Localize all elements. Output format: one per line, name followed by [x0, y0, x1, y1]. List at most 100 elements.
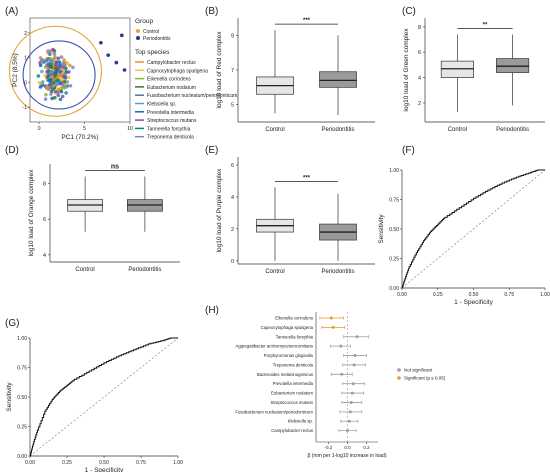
roc-x-tick-label: 0.25: [62, 460, 72, 466]
y-tick-label: 7: [231, 68, 234, 74]
roc-diagonal: [29, 337, 179, 457]
forest-estimate: [352, 363, 356, 367]
significance-label: **: [483, 22, 488, 28]
pca-point: [62, 86, 66, 90]
pca-point: [62, 63, 67, 67]
y-tick-label: 6: [418, 50, 421, 56]
pca-point: [50, 96, 54, 101]
pca-point: [68, 63, 72, 68]
legend-species-name: Fusobacterium nucleatum/periodonticum: [147, 93, 237, 99]
pca-point: [43, 97, 48, 101]
pca-point: [36, 74, 41, 78]
roc-x-axis-label: 1 - Specificity: [454, 299, 493, 306]
forest-row-label: Streptococcus mutans: [270, 400, 313, 405]
roc-x-tick-label: 0.50: [469, 292, 479, 298]
pca-x-tick-label: 5: [83, 126, 86, 132]
pca-point: [44, 58, 49, 63]
pca-point: [56, 87, 61, 92]
y-tick-label: 6: [43, 217, 46, 223]
roc-x-axis-label: 1 - Specificity: [85, 467, 124, 472]
pca-point: [49, 92, 53, 96]
pca-y-tick-label: 1: [24, 56, 27, 62]
pca-point: [47, 69, 51, 73]
roc-y-tick-label: 0.25: [17, 425, 27, 431]
legend-species-name: Eubacterium nodatum: [147, 85, 196, 91]
x-category-label: Periodontitis: [321, 269, 354, 275]
forest-row-label: Bacteroides melaninogenicus: [257, 372, 313, 377]
pca-x-tick-label: 0: [38, 126, 41, 132]
pca-point: [57, 74, 62, 78]
pca-point: [40, 69, 44, 74]
forest-legend-label: Not significant: [404, 368, 433, 373]
pca-point: [44, 92, 48, 97]
pca-point: [64, 91, 68, 95]
roc-y-tick-label: 0.25: [389, 257, 399, 263]
pca-point: [64, 66, 68, 71]
forest-estimate: [349, 400, 353, 404]
pca-point: [49, 65, 54, 70]
pca-point: [48, 78, 53, 83]
pca-point: [71, 65, 75, 70]
legend-species-name: Eikenella corrodens: [147, 77, 191, 83]
x-category-label: Periodontitis: [321, 127, 354, 133]
pca-point: [53, 89, 58, 94]
x-category-label: Periodontitis: [128, 267, 161, 273]
pca-point: [39, 58, 44, 62]
forest-row-label: Aggregatibacter actinomycetemcomitans: [235, 344, 313, 349]
panel-label-d: (D): [5, 145, 19, 156]
panel-label-c: (C): [402, 6, 416, 17]
significance-label: ns: [111, 163, 119, 170]
roc-x-tick-label: 0.25: [433, 292, 443, 298]
pca-point: [45, 63, 49, 67]
forest-x-tick-label: 0.2: [363, 445, 370, 450]
roc-y-tick-label: 0.50: [389, 227, 399, 233]
pca-point: [37, 81, 42, 85]
pca-x-tick-label: 10: [127, 126, 133, 132]
roc-x-tick-label: 0.75: [136, 460, 146, 466]
legend-group-name: Control: [143, 29, 159, 35]
y-tick-label: 9: [231, 33, 234, 39]
forest-estimate: [345, 429, 349, 433]
x-category-label: Control: [75, 267, 94, 273]
forest-estimate: [355, 335, 359, 339]
pca-point: [54, 62, 58, 67]
pca-y-tick-label: 2: [24, 31, 27, 37]
forest-row-label: Campylobacter rectus: [271, 428, 313, 433]
pca-point: [58, 81, 62, 86]
pca-y-axis-label: PC2 (8.5%): [12, 53, 19, 87]
pca-point: [58, 97, 63, 102]
pca-point: [68, 84, 73, 88]
roc-x-tick-label: 0.00: [25, 460, 35, 466]
pca-point: [38, 61, 42, 65]
panel-label-a: (A): [5, 6, 18, 17]
roc-y-tick-label: 1.00: [389, 168, 399, 174]
pca-point: [51, 81, 56, 85]
legend-species-name: Prevotella intermedia: [147, 110, 194, 116]
panel-label-f: (F): [402, 145, 415, 156]
y-axis-label: log10 load of Purple complex: [216, 168, 223, 253]
y-tick-label: 8: [418, 25, 421, 31]
pca-point: [50, 74, 55, 79]
x-category-label: Control: [265, 269, 284, 275]
pca-point: [38, 85, 43, 89]
roc-x-tick-label: 0.50: [99, 460, 109, 466]
forest-legend-swatch: [397, 376, 401, 380]
pca-point: [62, 74, 66, 79]
pca-point: [66, 75, 71, 80]
panel-label-b: (B): [205, 6, 218, 17]
legend-species-name: Tannerella forsythia: [147, 126, 191, 132]
pca-point: [122, 68, 127, 72]
forest-estimate: [347, 419, 351, 423]
significance-label: ***: [303, 175, 311, 181]
y-tick-label: 4: [231, 195, 234, 201]
roc-y-tick-label: 1.00: [17, 336, 27, 342]
pca-point: [56, 93, 61, 97]
x-category-label: Periodontitis: [496, 127, 529, 133]
box-periodontitis: [319, 71, 357, 88]
roc-y-tick-label: 0.00: [389, 286, 399, 292]
pca-x-axis-label: PC1 (70.2%): [61, 134, 98, 141]
pca-point: [56, 56, 61, 61]
x-category-label: Control: [448, 127, 467, 133]
y-tick-label: 8: [43, 182, 46, 188]
pca-point: [51, 84, 56, 88]
